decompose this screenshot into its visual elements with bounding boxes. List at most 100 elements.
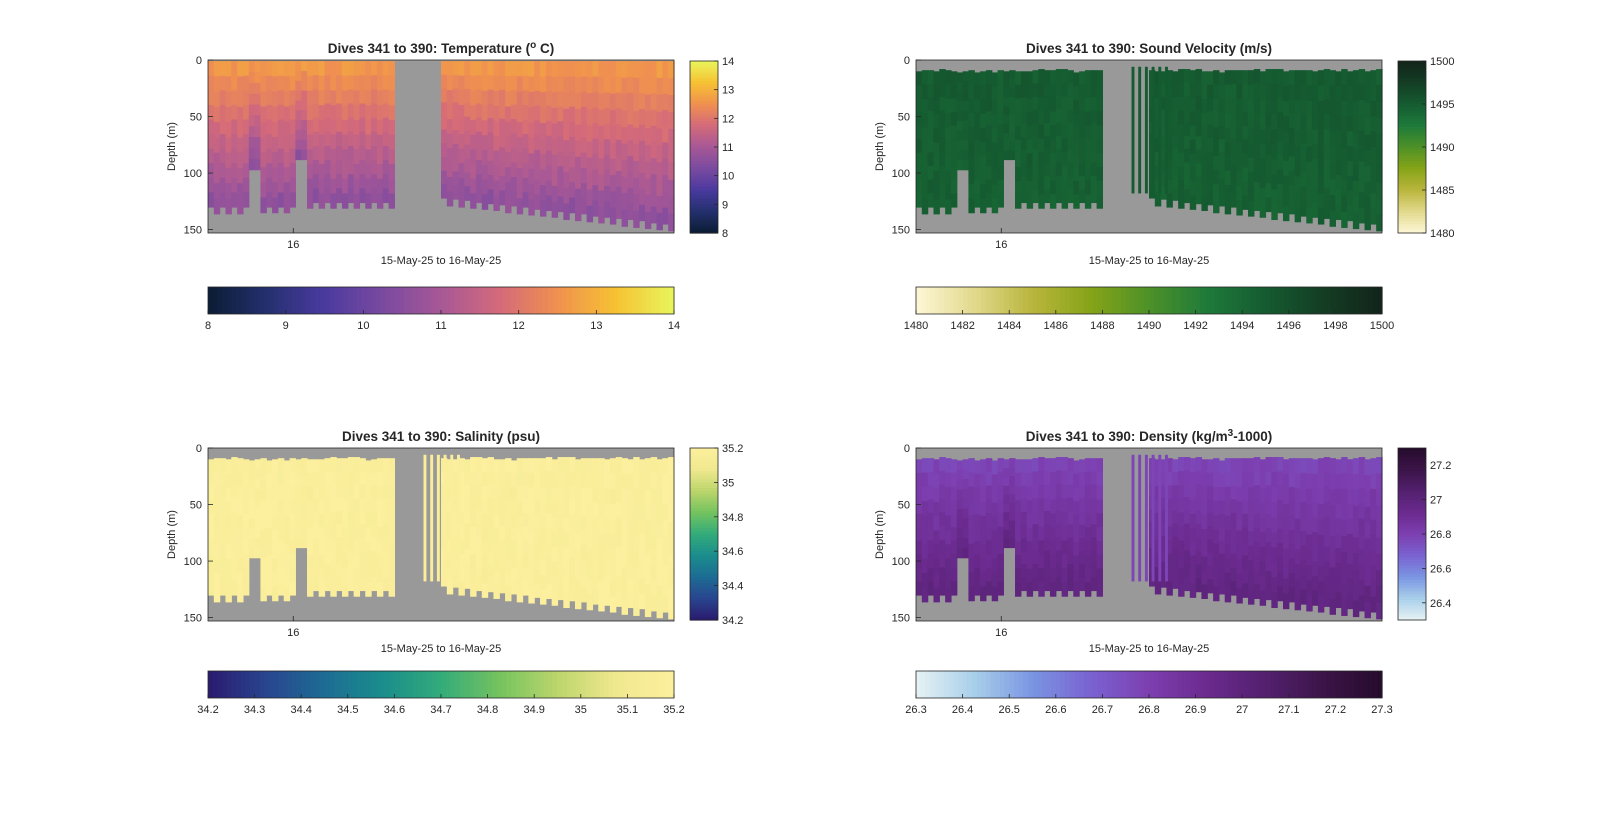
data-cell	[1323, 188, 1331, 204]
data-cell	[1003, 97, 1010, 108]
colorbar-swatch	[690, 152, 718, 157]
data-cell	[1317, 488, 1325, 505]
data-cell	[248, 147, 256, 160]
colorbar-swatch	[690, 210, 718, 214]
colorbar-tick-label: 10	[357, 320, 369, 332]
data-cell	[1224, 141, 1232, 157]
data-cell	[318, 486, 326, 501]
data-cell	[225, 76, 232, 93]
data-cell	[1172, 575, 1179, 589]
data-cell	[592, 545, 599, 561]
data-cell	[598, 125, 605, 143]
data-cell	[237, 91, 244, 108]
data-cell	[1300, 157, 1307, 173]
data-cell	[1317, 147, 1325, 164]
data-cell	[260, 136, 267, 153]
data-cell	[1073, 180, 1080, 196]
colorbar-tick-label: 34.6	[722, 546, 743, 558]
data-cell	[1166, 193, 1173, 208]
data-cell	[916, 459, 923, 474]
data-cell	[1317, 70, 1325, 87]
data-cell	[1049, 180, 1057, 195]
data-cell	[609, 109, 617, 127]
data-cell	[540, 107, 547, 124]
data-cell	[633, 194, 640, 212]
data-cell	[330, 75, 337, 92]
data-cell	[586, 173, 594, 191]
data-cell	[1294, 191, 1302, 208]
data-cell	[609, 488, 617, 505]
data-cell	[493, 165, 500, 182]
data-cell	[353, 512, 361, 528]
data-cell	[336, 471, 343, 486]
data-cell	[516, 198, 524, 215]
data-cell	[668, 128, 675, 147]
data-cell	[505, 572, 512, 587]
data-cell	[592, 516, 599, 532]
colorbar-swatch	[916, 671, 922, 698]
data-cell	[301, 458, 308, 468]
data-cell	[1259, 100, 1267, 116]
data-cell	[991, 572, 999, 588]
data-cell	[1084, 125, 1092, 140]
colorbar-swatch	[1398, 221, 1426, 225]
data-cell	[470, 526, 477, 542]
colorbar-swatch	[690, 539, 718, 544]
data-cell	[1277, 543, 1284, 559]
data-cell	[1300, 186, 1307, 203]
data-cell	[353, 178, 361, 195]
data-cell	[1189, 485, 1197, 501]
data-cell	[522, 148, 529, 164]
data-cell	[615, 457, 623, 473]
data-cell	[1376, 473, 1383, 490]
data-cell	[980, 544, 987, 559]
data-cell	[208, 177, 215, 194]
colorbar-swatch	[580, 287, 587, 314]
data-cell	[656, 179, 663, 197]
colorbar-swatch	[417, 671, 423, 698]
data-cell	[1166, 458, 1173, 473]
data-cell	[528, 153, 535, 170]
colorbar-swatch	[361, 287, 368, 314]
data-cell	[621, 193, 628, 211]
data-cell	[1341, 132, 1348, 149]
data-cell	[1271, 174, 1278, 190]
data-cell	[277, 134, 285, 150]
data-cell	[1317, 85, 1325, 102]
data-cell	[1329, 85, 1336, 102]
data-cell	[324, 75, 331, 90]
data-cell	[1218, 513, 1226, 528]
data-cell	[1248, 545, 1255, 561]
data-cell	[1288, 141, 1296, 157]
data-cell	[927, 567, 935, 582]
data-cell	[295, 485, 302, 496]
data-cell	[353, 582, 361, 597]
data-cell	[1253, 196, 1261, 211]
colorbar-swatch	[1251, 671, 1257, 698]
data-cell	[974, 487, 981, 502]
data-cell	[563, 577, 570, 593]
data-cell	[324, 145, 331, 161]
data-cell	[598, 174, 605, 192]
data-cell	[1003, 71, 1010, 81]
data-cell	[1259, 517, 1267, 533]
data-cell	[359, 75, 366, 90]
data-cell	[1236, 545, 1243, 561]
data-cell	[301, 70, 308, 82]
data-cell	[505, 500, 512, 516]
data-cell	[371, 131, 378, 147]
data-cell	[330, 149, 337, 165]
data-cell	[388, 513, 395, 528]
colorbar-swatch	[1069, 287, 1076, 314]
data-cell	[557, 196, 564, 213]
data-cell	[1061, 512, 1069, 528]
data-cell	[1160, 510, 1168, 524]
data-cell	[1026, 126, 1034, 141]
data-cell	[1259, 85, 1267, 102]
data-cell	[1084, 180, 1092, 195]
data-cell	[225, 122, 232, 139]
data-cell	[980, 184, 987, 200]
data-cell	[1067, 70, 1074, 85]
data-cell	[1195, 457, 1203, 472]
data-cell	[324, 188, 331, 204]
